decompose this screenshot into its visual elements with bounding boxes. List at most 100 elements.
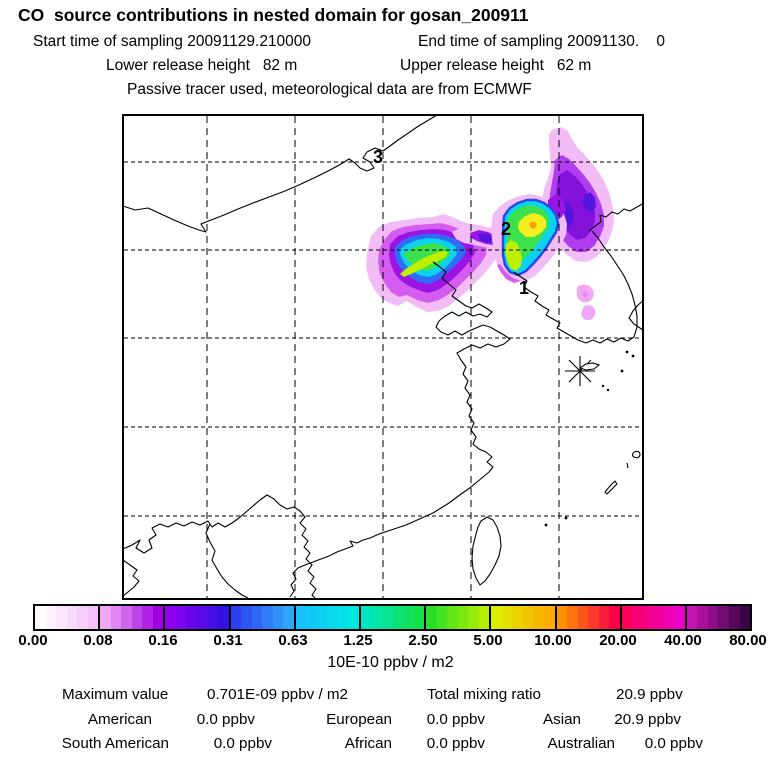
colorbar-step bbox=[653, 606, 664, 629]
coastline-layer bbox=[122, 114, 645, 599]
colorbar-tick-labels: 0.00 0.08 0.16 0.31 0.63 1.25 2.50 5.00 10.00 20.… bbox=[0, 632, 768, 650]
colorbar-tick-2.50: 2.50 bbox=[408, 632, 438, 649]
colorbar-step bbox=[567, 606, 578, 629]
colorbar-step bbox=[262, 606, 273, 629]
colorbar-step bbox=[152, 606, 164, 629]
colorbar-step bbox=[556, 606, 568, 629]
colorbar-segment-0.63 bbox=[293, 606, 359, 629]
colorbar-step bbox=[360, 606, 372, 629]
colorbar-step bbox=[632, 606, 643, 629]
colorbar-step bbox=[371, 606, 382, 629]
colorbar-step bbox=[642, 606, 654, 629]
colorbar-tick-10.00: 10.00 bbox=[534, 632, 572, 649]
colorbar-step bbox=[468, 606, 479, 629]
colorbar-tick-80.00: 80.00 bbox=[729, 632, 767, 649]
region-value-asian: 20.9 ppbv bbox=[614, 711, 681, 728]
total-mixing-ratio-label: Total mixing ratio bbox=[427, 686, 541, 703]
region-label-european: European bbox=[326, 711, 392, 728]
colorbar-step bbox=[196, 606, 208, 629]
plume-ne-darkest-b bbox=[582, 192, 596, 213]
colorbar-step bbox=[609, 606, 620, 629]
stats-row-regions-2: South American 0.0 ppbv African 0.0 ppbv Aus… bbox=[0, 735, 768, 753]
island-okinawa bbox=[604, 480, 618, 495]
source-marker-3: 3 bbox=[373, 147, 383, 167]
colorbar-step bbox=[413, 606, 425, 629]
gosan-station-marker bbox=[565, 356, 601, 386]
colorbar-step bbox=[478, 606, 490, 629]
colorbar-tick-20.00: 20.00 bbox=[599, 632, 637, 649]
map-frame bbox=[122, 114, 644, 600]
colorbar-step bbox=[66, 606, 78, 629]
border-south-china-b bbox=[205, 523, 249, 599]
colorbar-step bbox=[207, 606, 219, 629]
plume-korea-magenta-rim bbox=[497, 264, 521, 283]
colorbar-step bbox=[327, 606, 338, 629]
region-label-south-american: South American bbox=[61, 735, 169, 752]
colorbar-step bbox=[131, 606, 143, 629]
colorbar-tick-0.00: 0.00 bbox=[18, 632, 48, 649]
colorbar-step bbox=[403, 606, 414, 629]
source-markers: 1 2 3 bbox=[373, 147, 529, 298]
coast-kyushu-fragment bbox=[628, 299, 645, 332]
stats-row-max: Maximum value 0.701E-09 ppbv / m2 Total … bbox=[0, 686, 768, 704]
colorbar-tick-40.00: 40.00 bbox=[664, 632, 702, 649]
colorbar-step bbox=[718, 606, 729, 629]
colorbar-step bbox=[100, 606, 111, 629]
region-label-australian: Australian bbox=[547, 735, 615, 752]
stats-row-regions-1: American 0.0 ppbv European 0.0 ppbv Asian 20.… bbox=[0, 711, 768, 729]
colorbar-step bbox=[533, 606, 544, 629]
colorbar-step bbox=[739, 606, 751, 629]
colorbar-step bbox=[697, 606, 708, 629]
coast-primorye bbox=[588, 202, 645, 232]
upper-release-text: Upper release height 62 m bbox=[400, 57, 592, 74]
colorbar-step bbox=[35, 606, 46, 629]
region-value-australian: 0.0 ppbv bbox=[644, 735, 703, 752]
colorbar-step bbox=[491, 606, 502, 629]
colorbar-step bbox=[218, 606, 229, 629]
colorbar-step bbox=[77, 606, 88, 629]
island-taiwan bbox=[471, 516, 502, 586]
colorbar-step bbox=[577, 606, 589, 629]
plume-korea-orange-spot bbox=[529, 221, 537, 229]
colorbar-step bbox=[457, 606, 469, 629]
colorbar-step bbox=[316, 606, 328, 629]
colorbar bbox=[33, 604, 752, 631]
colorbar-step bbox=[121, 606, 132, 629]
plume-layer bbox=[366, 127, 614, 321]
colorbar-tick-0.16: 0.16 bbox=[148, 632, 178, 649]
coast-korea-west bbox=[513, 271, 587, 344]
border-south-china-a bbox=[122, 494, 317, 599]
colorbar-step bbox=[230, 606, 242, 629]
colorbar-step bbox=[186, 606, 197, 629]
region-value-european: 0.0 ppbv bbox=[426, 711, 485, 728]
plume-patch-a-core bbox=[582, 291, 588, 297]
colorbar-step bbox=[501, 606, 513, 629]
colorbar-step bbox=[382, 606, 393, 629]
colorbar-step bbox=[251, 606, 263, 629]
colorbar-segment-20.00 bbox=[619, 606, 685, 629]
colorbar-segment-40.00 bbox=[684, 606, 751, 629]
colorbar-step bbox=[663, 606, 675, 629]
colorbar-tick-1.25: 1.25 bbox=[343, 632, 373, 649]
region-label-asian: Asian bbox=[543, 711, 581, 728]
island-jeju bbox=[578, 362, 601, 371]
colorbar-step bbox=[337, 606, 349, 629]
island-amami bbox=[631, 450, 641, 459]
colorbar-step bbox=[512, 606, 523, 629]
figure-title: CO source contributions in nested domain… bbox=[18, 5, 529, 25]
colorbar-step bbox=[392, 606, 404, 629]
colorbar-step bbox=[426, 606, 437, 629]
colorbar-step bbox=[674, 606, 685, 629]
colorbar-step bbox=[175, 606, 187, 629]
island-specks bbox=[544, 350, 635, 527]
border-south-china-corner bbox=[122, 559, 140, 597]
tracer-info-text: Passive tracer used, meteorological data… bbox=[127, 81, 532, 98]
coast-mongolia-border bbox=[122, 114, 438, 233]
start-time-text: Start time of sampling 20091129.210000 bbox=[33, 33, 312, 50]
region-value-american: 0.0 ppbv bbox=[196, 711, 255, 728]
total-mixing-ratio-value: 20.9 ppbv bbox=[616, 686, 683, 703]
colorbar-step bbox=[283, 606, 294, 629]
colorbar-tick-0.63: 0.63 bbox=[278, 632, 308, 649]
colorbar-step bbox=[598, 606, 610, 629]
